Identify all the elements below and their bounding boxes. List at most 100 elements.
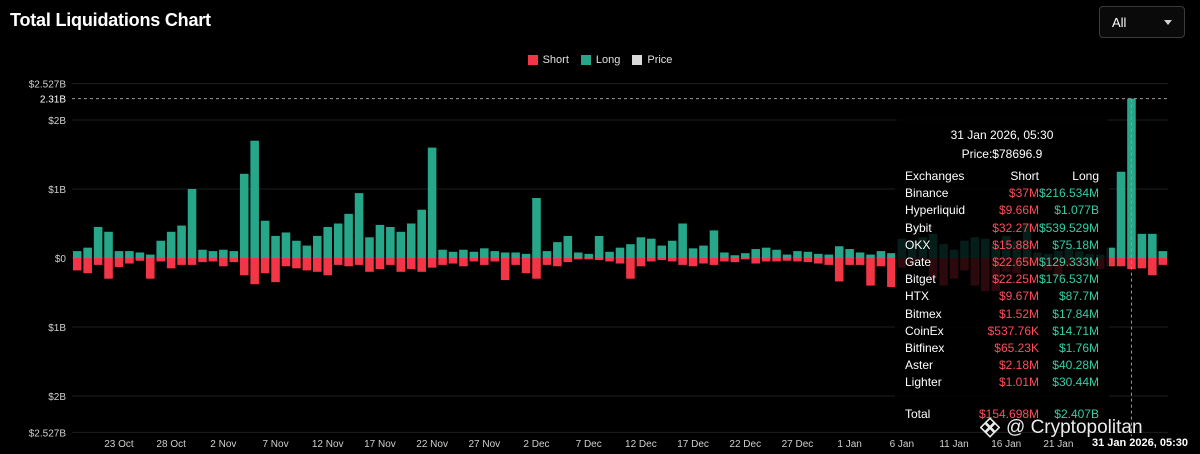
short-bar [667,258,677,262]
long-bar [500,252,510,258]
tooltip-row: Bitfinex $65.23K $1.76M [905,340,1099,357]
short-bar [720,258,729,262]
long-bar [1137,233,1147,258]
tooltip-short-value: $9.67M [998,289,1039,304]
tooltip-exchange-name: Bybit [905,220,932,235]
long-bar [125,251,134,258]
y-tick-label: $2B [48,392,66,403]
range-select-value: All [1112,14,1127,30]
long-bar [542,251,552,258]
long-bar [751,249,760,258]
tooltip-row: HTX $9.67M $87.7M [905,288,1099,305]
long-bar [532,197,541,258]
x-tick-label: 7 Nov [262,439,288,450]
legend-swatch-short [527,55,538,65]
long-bar [250,140,259,258]
tooltip-exchange-name: Gate [905,255,932,270]
short-bar [490,258,500,262]
tooltip-short-value: $65.23K [994,341,1039,356]
tooltip-long-value: $176.537M [1038,272,1099,287]
short-bar [584,258,593,260]
legend-item-long[interactable]: Long [580,54,620,66]
short-bar [198,258,207,263]
short-bar [125,258,134,264]
short-bar [636,258,646,267]
short-bar [406,258,416,270]
short-bar [855,258,865,265]
long-bar [135,252,145,258]
short-bar [219,258,228,267]
range-select[interactable]: All [1099,6,1185,38]
short-bar [354,258,364,265]
long-bar [406,223,416,258]
long-bar [657,245,667,258]
long-bar [198,249,207,258]
legend-item-price[interactable]: Price [632,54,672,66]
long-bar [313,235,322,258]
short-bar [239,258,249,276]
legend-item-short[interactable]: Short [527,54,569,66]
x-tick-label: 27 Nov [468,439,500,450]
long-bar [427,147,437,258]
short-bar [500,258,510,281]
long-bar [563,235,573,258]
tooltip-short-value: $22.65M [992,255,1039,270]
long-bar [814,253,823,258]
long-bar [876,251,886,258]
long-bar [281,232,291,258]
short-bar [375,258,385,270]
long-bar [688,248,698,258]
x-tick-label: 16 Jan [991,439,1021,450]
page-title: Total Liquidations Chart [10,10,211,30]
short-bar [772,258,781,262]
long-bar [292,240,301,258]
long-bar [845,249,854,258]
long-bar [396,231,406,258]
long-bar [302,245,312,258]
short-bar [605,258,614,262]
short-bar [177,258,186,265]
watermark-text: @ Cryptopolitan [1006,417,1143,438]
long-bar [490,251,500,258]
long-bar [761,247,771,258]
x-tick-label: 1 Jan [837,439,861,450]
short-bar [751,258,760,264]
tooltip-short-value: $1.01M [998,375,1039,390]
long-bar [146,254,155,258]
x-tick-label: 12 Nov [312,439,344,450]
short-bar [845,258,854,265]
long-bar [344,213,353,258]
short-bar [323,258,333,276]
long-bar [573,252,583,258]
long-bar [417,209,426,258]
tooltip-short-value: $15.88M [992,237,1039,252]
x-tick-label: 22 Nov [416,439,448,450]
short-bar [615,258,625,264]
legend-label-price: Price [647,54,673,66]
tooltip-row: Hyperliquid $9.66M $1.077B [905,202,1099,219]
short-bar [699,258,708,264]
tooltip-exchange-name: CoinEx [905,323,944,338]
long-bar [229,251,239,258]
cryptopolitan-logo-icon [980,418,1000,438]
short-bar [803,258,813,263]
long-bar [553,242,562,258]
long-bar [699,245,708,258]
short-bar [573,258,583,260]
long-bar [667,240,677,258]
legend-swatch-price [632,55,643,65]
x-tick-label: 21 Jan [1043,439,1073,450]
tooltip-exchange-name: OKX [905,237,931,252]
short-bar [866,258,875,286]
long-bar [782,254,792,258]
long-bar [83,247,92,258]
tooltip-row: Bybit $32.27M $539.529M [905,220,1099,237]
short-bar [93,258,103,265]
short-bar [657,258,667,261]
long-bar [636,237,646,258]
tooltip-long-value: $40.28M [1052,358,1099,373]
chart-legend: Short Long Price [0,54,1200,66]
tooltip-short-value: $32.27M [992,220,1039,235]
long-bar [824,254,834,258]
tooltip-long-value: $30.44M [1052,375,1099,390]
